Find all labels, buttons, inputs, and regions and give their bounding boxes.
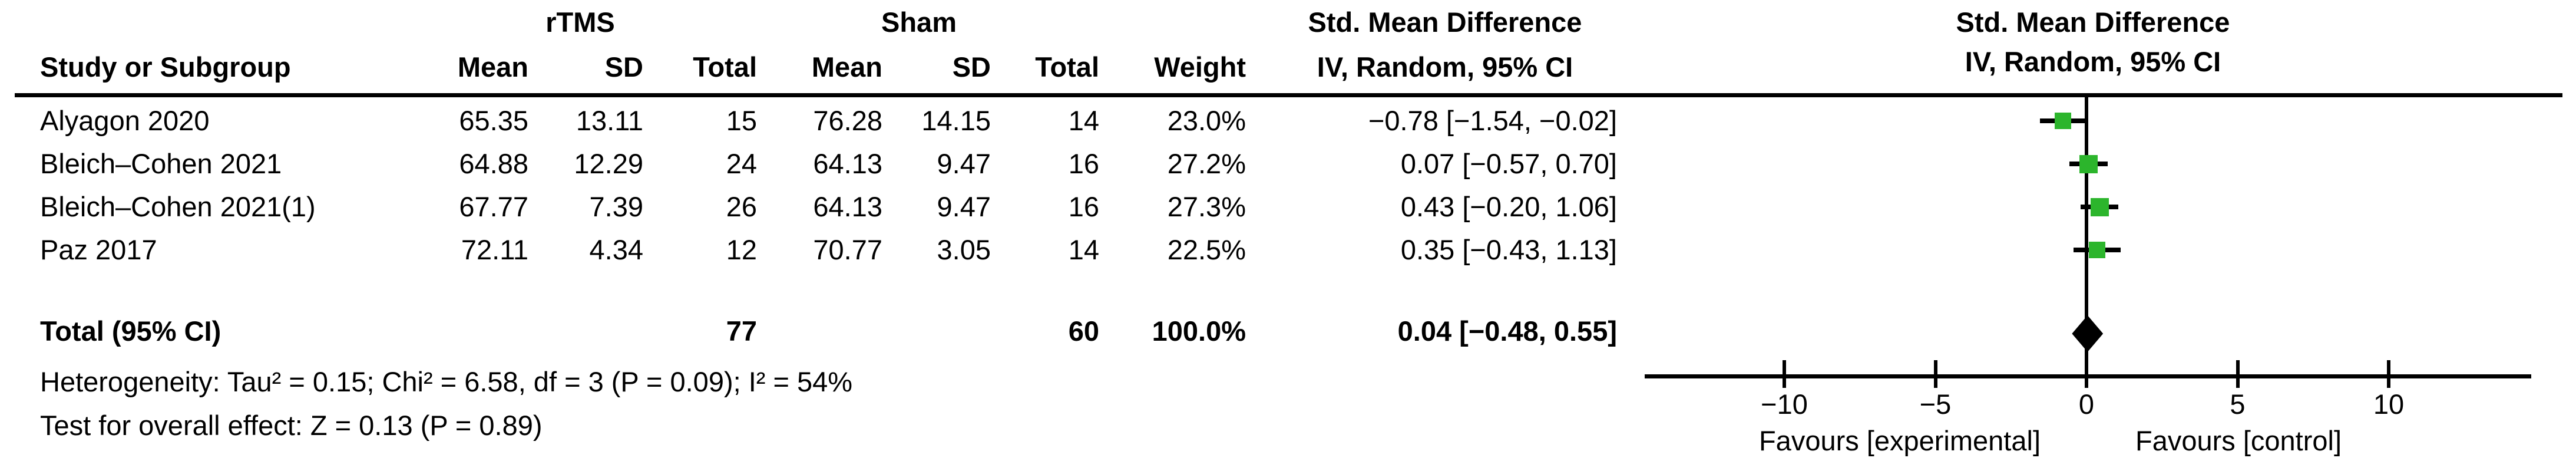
column-header-study: Study or Subgroup — [40, 51, 291, 83]
cell-mean1: 72.11 — [461, 234, 528, 265]
cell-total2: Total — [1035, 51, 1099, 83]
table-header-row: Study or Subgroup IV, Random, 95% CI Mea… — [0, 45, 1649, 88]
axis-tick-label: −10 — [1761, 388, 1808, 420]
table-row: Bleich–Cohen 2021(1) 67.77 7.39 26 64.13 9.47… — [0, 185, 1649, 228]
effect-square — [2088, 242, 2105, 258]
plot-header-smd-line2: IV, Random, 95% CI — [1965, 46, 2221, 77]
group-header-sham: Sham — [881, 6, 957, 38]
cell-mean1: 65.35 — [459, 105, 528, 136]
cell-total2: 16 — [1068, 148, 1099, 179]
effect-square — [2079, 154, 2098, 173]
cell-mean2: 76.28 — [813, 105, 882, 136]
total-row: Total (95% CI) 77 60 100.0% 0.04 [−0.48, 0.5… — [0, 309, 1649, 353]
cell-ci: 0.07 [−0.57, 0.70] — [1400, 148, 1617, 179]
summary-diamond — [2072, 315, 2104, 352]
plot-header-smd-line1: Std. Mean Difference — [1956, 6, 2230, 38]
cell-sd2: SD — [952, 51, 991, 83]
group-header-smd-table: Std. Mean Difference — [1308, 6, 1582, 38]
cell-sd1: 13.11 — [576, 105, 643, 136]
cell-study: Paz 2017 — [40, 234, 157, 265]
favours-control-label: Favours [control] — [2135, 425, 2342, 456]
group-header-rtms: rTMS — [545, 6, 615, 38]
effect-square — [2090, 197, 2109, 216]
plot-zero-line — [2085, 97, 2088, 376]
axis-tick — [2236, 360, 2240, 388]
column-header-ci: IV, Random, 95% CI — [1317, 51, 1573, 83]
cell-total2: 16 — [1068, 191, 1099, 222]
cell-total1: 24 — [726, 148, 757, 179]
cell-sd1: 7.39 — [589, 191, 643, 222]
axis-tick-label: −5 — [1919, 388, 1952, 420]
cell-mean2: Mean — [811, 51, 882, 83]
cell-weight: 27.3% — [1167, 191, 1246, 222]
cell-total1: 26 — [726, 191, 757, 222]
heterogeneity-text: Heterogeneity: Tau² = 0.15; Chi² = 6.58,… — [40, 366, 853, 397]
cell-sd2: 9.47 — [937, 191, 991, 222]
cell-weight: 23.0% — [1167, 105, 1246, 136]
cell-mean1: Mean — [457, 51, 528, 83]
axis-tick — [2085, 360, 2088, 388]
cell-mean2: 70.77 — [813, 234, 882, 265]
table-row: Paz 2017 72.11 4.34 12 70.77 3.05 14 22.5% 0.35 … — [0, 228, 1649, 271]
table-row: Alyagon 2020 65.35 13.11 15 76.28 14.15 14 23.0… — [0, 99, 1649, 142]
cell-study: Bleich–Cohen 2021(1) — [40, 191, 316, 222]
cell-study: Bleich–Cohen 2021 — [40, 148, 282, 179]
cell-total1: Total — [693, 51, 757, 83]
axis-tick-label: 0 — [2078, 388, 2095, 420]
cell-mean1: 67.77 — [459, 191, 528, 222]
cell-ci: 0.35 [−0.43, 1.13] — [1400, 234, 1617, 265]
axis-tick-label: 5 — [2230, 388, 2246, 420]
cell-sd2: 14.15 — [921, 105, 991, 136]
axis-tick-label: 10 — [2373, 388, 2405, 420]
axis-tick — [2387, 360, 2390, 388]
cell-weight: 27.2% — [1167, 148, 1246, 179]
cell-mean2: 64.13 — [813, 148, 882, 179]
axis-tick — [1933, 360, 1937, 388]
cell-total1: 12 — [726, 234, 757, 265]
cell-weight: Weight — [1154, 51, 1246, 83]
cell-total2: 14 — [1068, 234, 1099, 265]
cell-sd2: 3.05 — [937, 234, 991, 265]
table-row: Bleich–Cohen 2021 64.88 12.29 24 64.13 9.47 16… — [0, 142, 1649, 185]
overall-effect-text: Test for overall effect: Z = 0.13 (P = 0… — [40, 410, 543, 441]
cell-sd2: 9.47 — [937, 148, 991, 179]
cell-total2: 60 — [1068, 315, 1099, 347]
cell-sd1: 12.29 — [574, 148, 643, 179]
cell-total1: 15 — [726, 105, 757, 136]
cell-mean2: 64.13 — [813, 191, 882, 222]
cell-weight: 100.0% — [1152, 315, 1246, 347]
cell-sd1: SD — [604, 51, 643, 83]
cell-mean1: 64.88 — [459, 148, 528, 179]
cell-total1: 77 — [726, 315, 757, 347]
cell-total2: 14 — [1068, 105, 1099, 136]
cell-ci: 0.04 [−0.48, 0.55] — [1397, 315, 1617, 347]
cell-ci: −0.78 [−1.54, −0.02] — [1368, 105, 1617, 136]
header-rule-line — [15, 93, 2562, 97]
total-label: Total (95% CI) — [40, 315, 221, 347]
cell-weight: 22.5% — [1167, 234, 1246, 265]
cell-ci: 0.43 [−0.20, 1.06] — [1400, 191, 1617, 222]
axis-tick — [1783, 360, 1786, 388]
cell-study: Alyagon 2020 — [40, 105, 210, 136]
favours-experimental-label: Favours [experimental] — [1758, 425, 2041, 456]
effect-square — [2054, 113, 2071, 129]
cell-sd1: 4.34 — [589, 234, 643, 265]
